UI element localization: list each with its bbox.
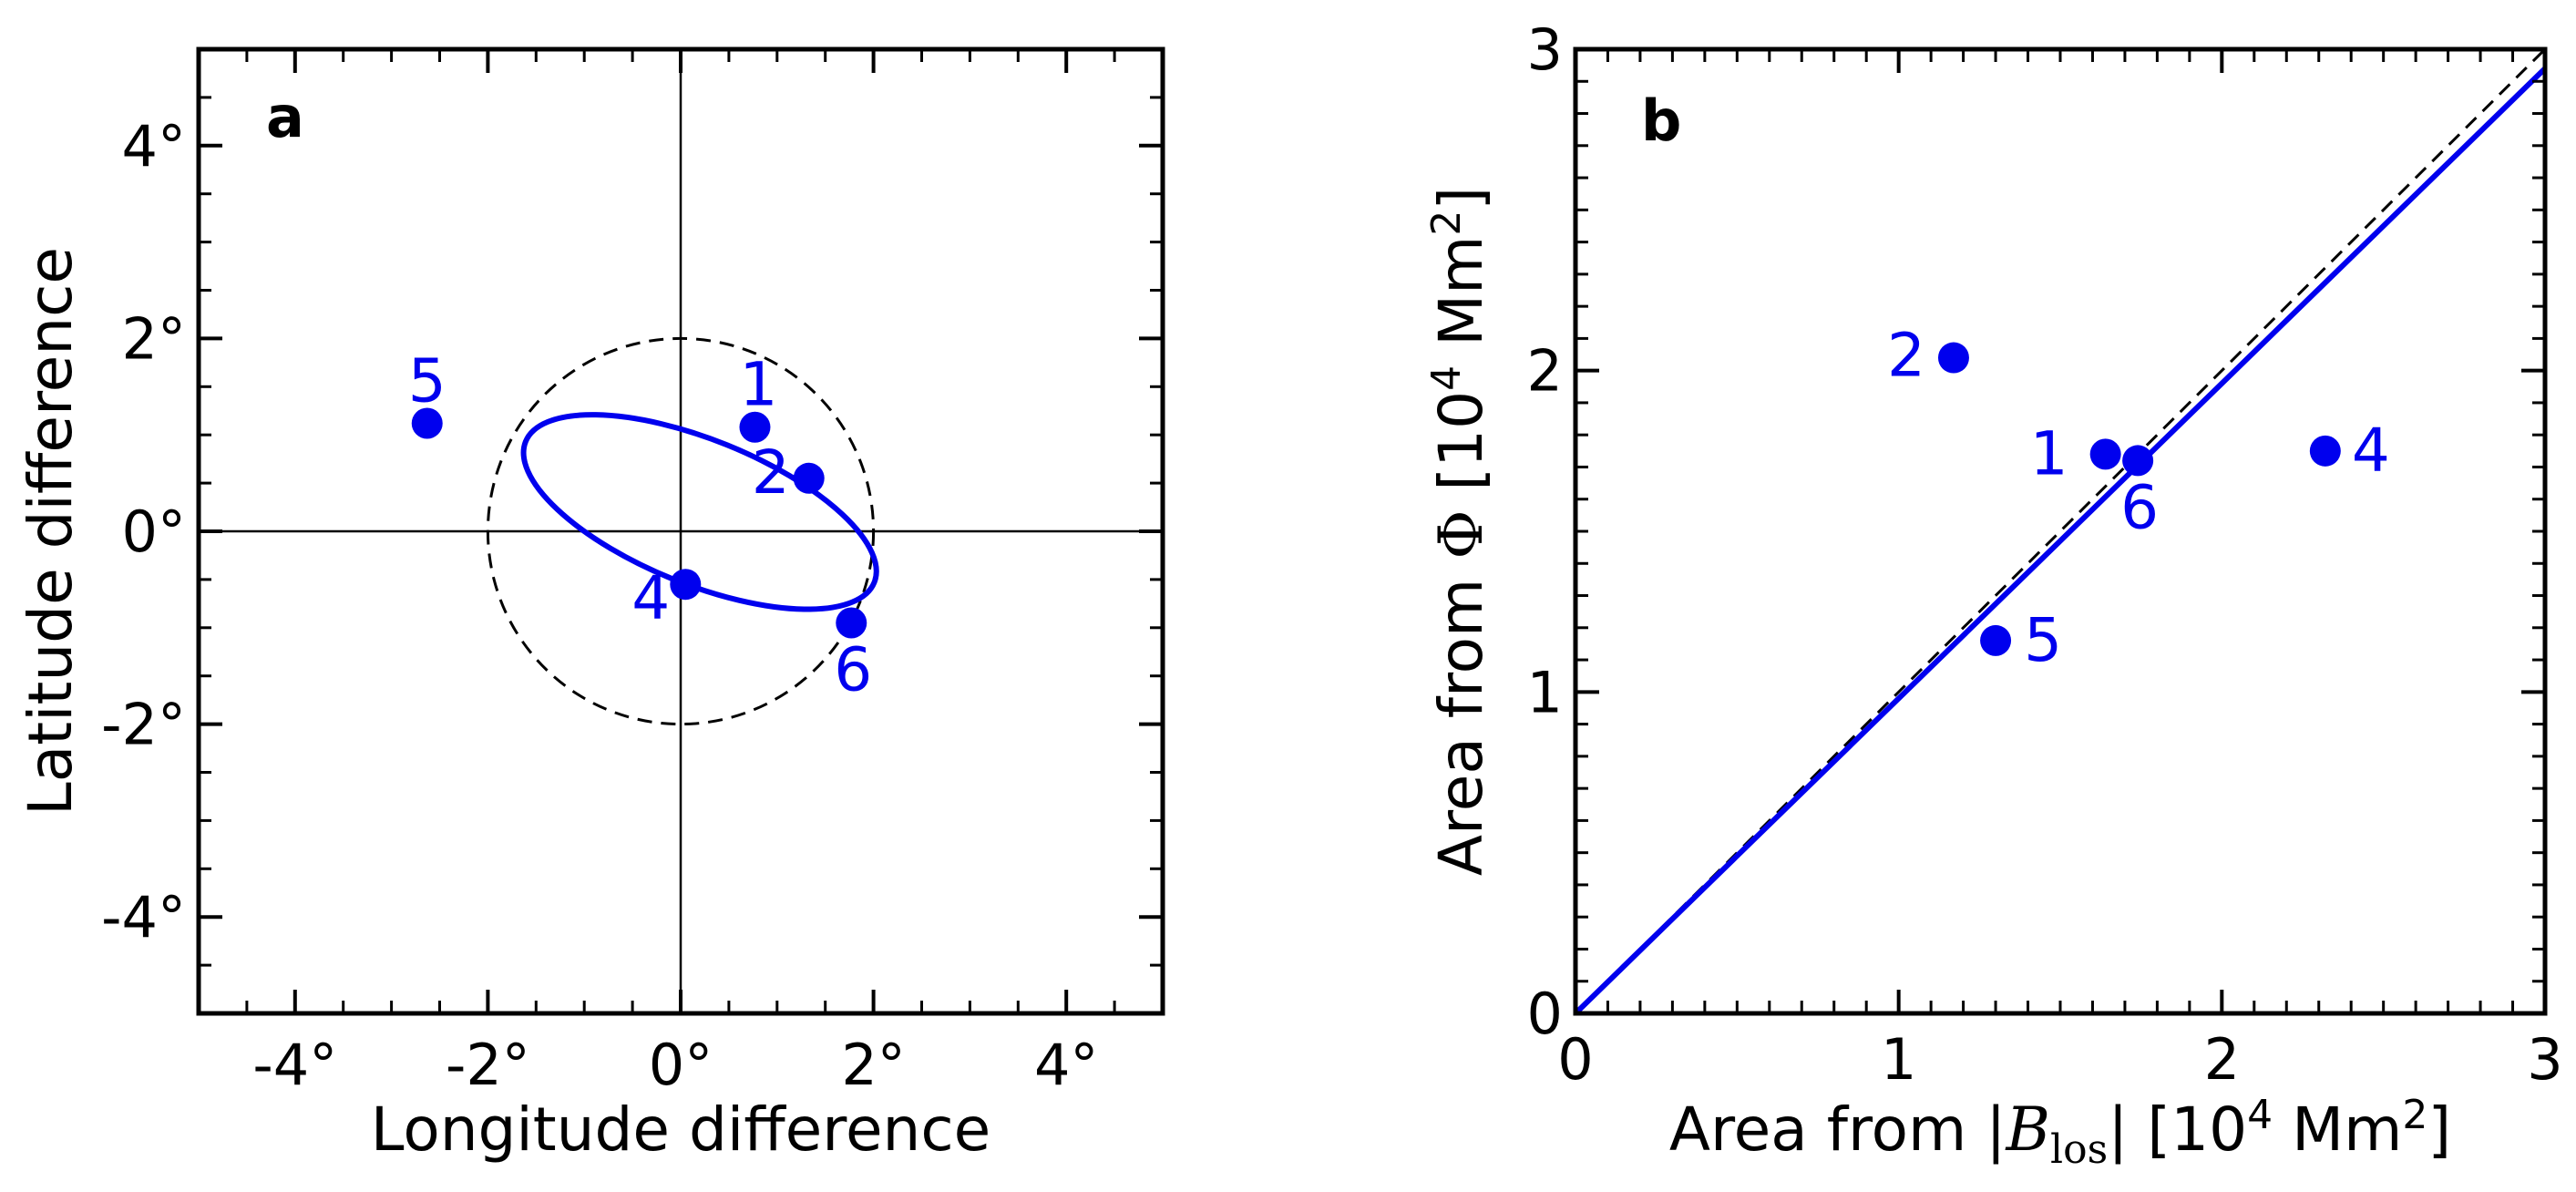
- panel-b-x-tick-label: 0: [1557, 1026, 1593, 1093]
- panel-b-points: 2 16 4 5: [1887, 321, 2390, 675]
- panel-b-lines: [1573, 47, 2548, 1016]
- panel-b-identity-line: [1574, 47, 2547, 1015]
- panel-b-data-point: [1980, 624, 2012, 656]
- panel-a-y-tick-label: 2°: [122, 305, 186, 372]
- panel-b-point-label: 1: [2030, 418, 2068, 488]
- panel-b-y-tick-label: 2: [1527, 338, 1563, 405]
- panel-a-y-axis-label: Latitude difference: [15, 247, 86, 816]
- panel-b-x-tick-label: 3: [2527, 1026, 2562, 1093]
- panel-b-x-label-unit-close: ]: [2427, 1094, 2451, 1165]
- panel-a-x-tick-label: 0°: [649, 1032, 713, 1098]
- panel-a-x-tick-label: -4°: [252, 1032, 337, 1098]
- panel-a-data-point: [739, 411, 771, 443]
- panel-a-x-tick-label: -2°: [446, 1032, 530, 1098]
- panel-b-point-label: 6: [2120, 472, 2159, 542]
- panel-a-data-point: [670, 569, 702, 601]
- panel-b-data-point: [2089, 438, 2121, 470]
- panel-a-y-tick-label: 4°: [122, 113, 186, 180]
- panel-b-point-label: 5: [2024, 605, 2062, 675]
- panel-b-data-point: [1937, 342, 1969, 374]
- panel-a-point-label: 6: [834, 635, 872, 705]
- panel-b-y-label-prefix: Area from: [1426, 560, 1496, 876]
- panel-b-y-tick-label: 3: [1527, 16, 1563, 83]
- panel-a-point-label: 2: [752, 437, 790, 508]
- panel-a-point-label: 5: [408, 346, 446, 416]
- panel-a-x-tick-label: 2°: [841, 1032, 905, 1098]
- panel-b-frame: [1573, 46, 2548, 1016]
- panel-b-label: b: [1641, 87, 1681, 154]
- panel-a-points: 5 1 2 4 6: [408, 346, 873, 705]
- panel-a: -4° -2° 0° 2° 4° -4° -2° 0° 2° 4° 5 1 2 4 6 a Longitu…: [15, 46, 1165, 1165]
- panel-b-data-point: [2309, 435, 2341, 467]
- panel-a-y-tick-label: -2°: [101, 692, 186, 758]
- panel-a-data-point: [793, 462, 825, 494]
- panel-a-data-point: [836, 607, 867, 639]
- panel-b-y-label-unit-open: [10: [1426, 391, 1496, 510]
- panel-b-x-label-prefix: Area from: [1669, 1094, 1986, 1165]
- panel-b-y-tick-label: 0: [1527, 981, 1563, 1047]
- panel-b-y-label-exp: 4: [1423, 365, 1470, 391]
- panel-a-frame: [196, 46, 1165, 1016]
- panel-b-y-label-exp2: 2: [1423, 211, 1470, 236]
- panel-a-reference-circle: [486, 336, 876, 726]
- panel-b-x-label-b: B: [2006, 1094, 2051, 1165]
- panel-b-y-label-unit-mid: Mm: [1426, 236, 1496, 365]
- panel-a-y-tick-label: 0°: [122, 498, 186, 565]
- panel-a-label: a: [266, 84, 304, 150]
- panel-b-y-axis-label: Area from Φ [104 Mm2]: [1423, 187, 1496, 876]
- panel-a-tick-labels: -4° -2° 0° 2° 4° -4° -2° 0° 2° 4°: [101, 113, 1098, 1098]
- panel-b-x-label-exp2: 2: [2402, 1092, 2427, 1138]
- panel-b-point-label: 4: [2352, 416, 2390, 486]
- panel-b-x-label-bar-right: |: [2108, 1094, 2128, 1165]
- panel-b-fit-line: [1573, 67, 2548, 1016]
- panel-b-tick-labels: 0 1 2 3 0 1 2 3: [1527, 16, 2563, 1093]
- panel-a-point-label: 4: [631, 563, 670, 633]
- panel-b-data-point: [2122, 445, 2154, 477]
- panel-a-data-point: [411, 407, 443, 439]
- panel-b-y-tick-label: 1: [1527, 659, 1563, 725]
- panel-b-x-label-exp: 4: [2247, 1092, 2273, 1138]
- panel-b-x-tick-label: 1: [1881, 1026, 1916, 1093]
- panel-a-x-axis-label: Longitude difference: [371, 1094, 991, 1165]
- panel-a-point-label: 1: [739, 350, 777, 420]
- panel-b-x-label-sub: los: [2050, 1126, 2108, 1173]
- panel-b-x-label-unit-open: [10: [2128, 1094, 2247, 1165]
- panel-b-y-label-symbol: Φ: [1426, 510, 1496, 560]
- panel-a-x-tick-label: 4°: [1034, 1032, 1098, 1098]
- panel-b-x-label-bar-left: |: [1986, 1094, 2006, 1165]
- panel-b-point-label: 2: [1887, 321, 1925, 391]
- panel-b-x-tick-label: 2: [2204, 1026, 2240, 1093]
- panel-a-crosshair: [199, 49, 1163, 1013]
- panel-a-y-tick-label: -4°: [101, 884, 186, 951]
- panel-a-fit-ellipse: [520, 412, 879, 612]
- panel-b-y-label-unit-close: ]: [1426, 187, 1496, 211]
- panel-b-x-axis-label: Area from |Blos| [104 Mm2]: [1669, 1092, 2451, 1173]
- panel-b-x-label-unit-mid: Mm: [2273, 1094, 2402, 1165]
